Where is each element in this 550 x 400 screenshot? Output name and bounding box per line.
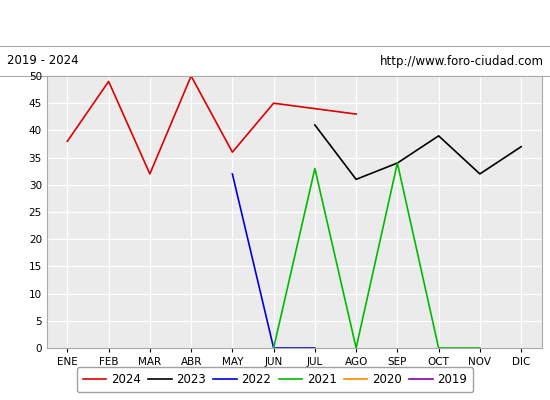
- Legend: 2024, 2023, 2022, 2021, 2020, 2019: 2024, 2023, 2022, 2021, 2020, 2019: [77, 367, 473, 392]
- Text: Evolucion Nº Turistas Extranjeros en el municipio de Monterrubio: Evolucion Nº Turistas Extranjeros en el …: [37, 16, 513, 30]
- Text: 2019 - 2024: 2019 - 2024: [7, 54, 78, 68]
- Text: http://www.foro-ciudad.com: http://www.foro-ciudad.com: [379, 54, 543, 68]
